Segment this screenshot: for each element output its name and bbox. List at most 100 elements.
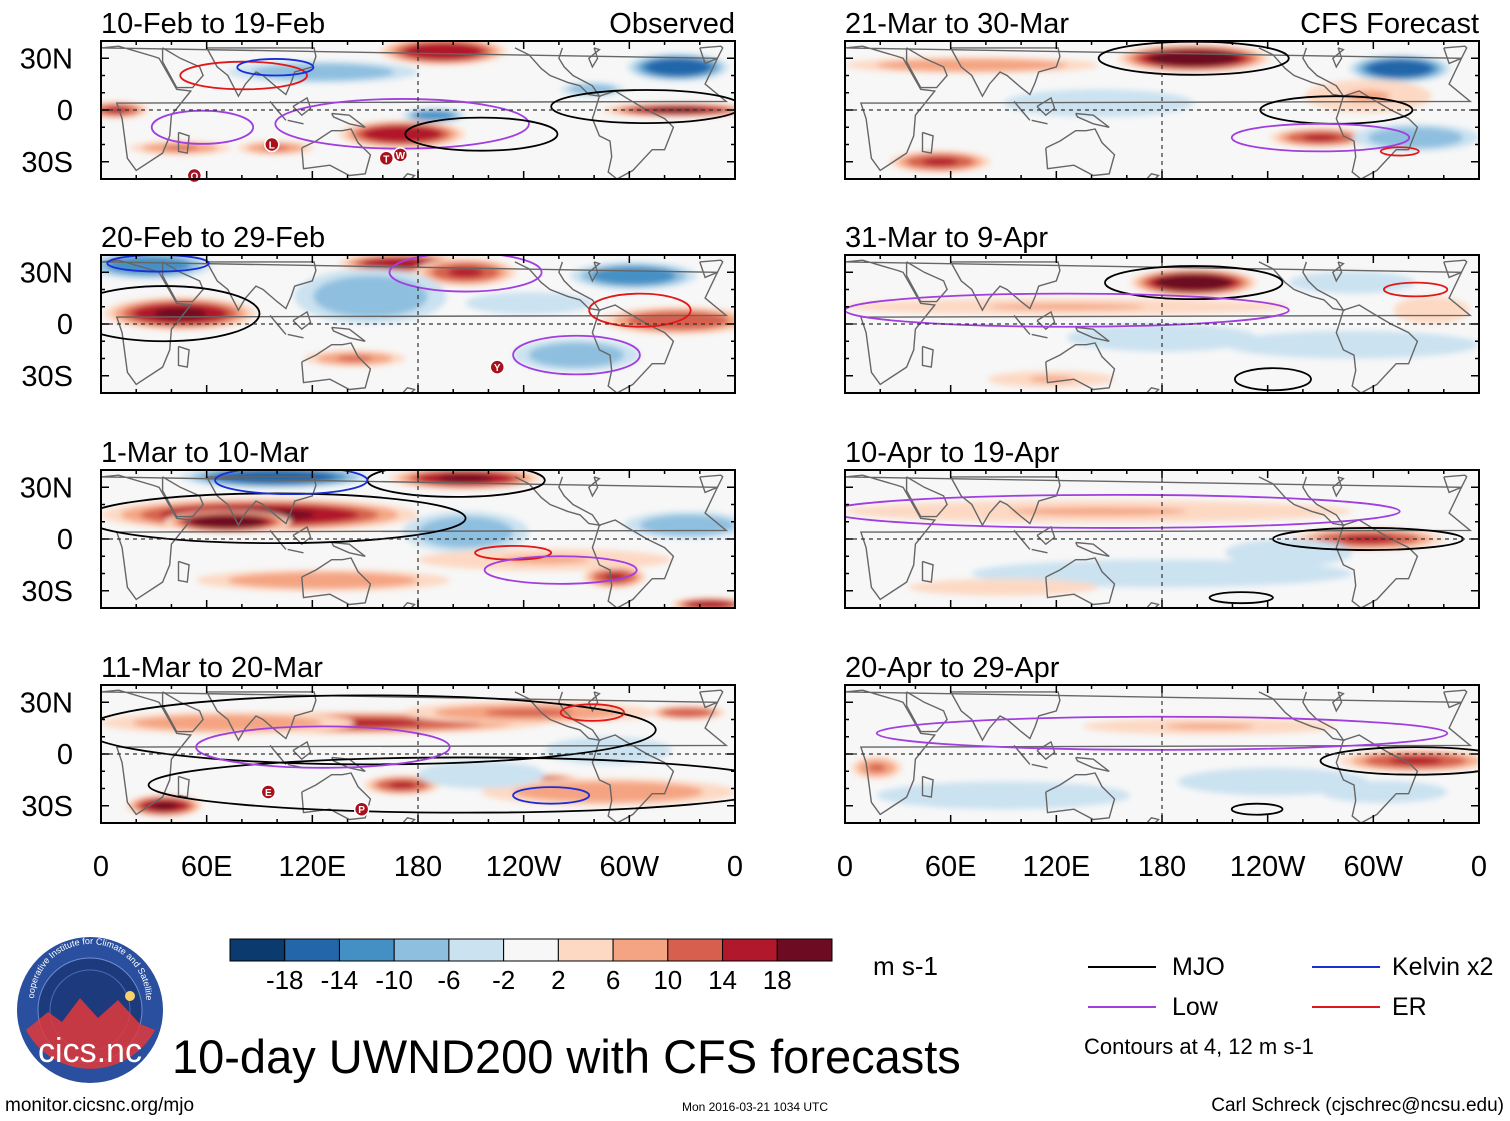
anomaly-core [278, 576, 368, 585]
legend-note: Contours at 4, 12 m s-1 [1084, 1034, 1314, 1059]
coastline [587, 261, 601, 283]
contour-low [512, 334, 641, 376]
coastline [950, 476, 1061, 527]
coastline [921, 775, 934, 798]
coastline [287, 333, 304, 339]
coastline [1036, 525, 1056, 546]
coastline [1443, 45, 1468, 65]
coastline [1443, 689, 1468, 709]
coastline [1031, 548, 1048, 554]
panel-label: CFS Forecast [1300, 8, 1479, 40]
contour-mjo [101, 285, 261, 343]
colorbar-swatch [393, 938, 450, 962]
anomaly-core [421, 46, 466, 57]
legend-label-mjo: MJO [1172, 953, 1225, 981]
coastline [905, 261, 948, 303]
colorbar-tick-label: 14 [708, 965, 737, 995]
axis-ticks [844, 255, 1480, 393]
contour-low [195, 725, 451, 769]
coastline [287, 548, 304, 554]
contours [101, 470, 638, 585]
coastline [905, 47, 948, 89]
coastline [699, 259, 724, 279]
y-tick-label: 0 [57, 739, 73, 771]
storm-marker-dot [489, 359, 505, 375]
coastline [587, 691, 601, 713]
x-tick-label: 60E [925, 851, 977, 883]
anomaly-core [447, 267, 484, 278]
coastline [1331, 691, 1345, 713]
x-tick-label: 0 [727, 851, 743, 883]
coastline [591, 90, 675, 179]
coastline [845, 689, 1473, 816]
storm-marker-letter: P [358, 805, 365, 816]
anomaly-core [388, 781, 416, 789]
anomaly-core [151, 801, 178, 810]
coastline [699, 45, 724, 65]
colorbar-swatch [503, 938, 559, 962]
coastline [1036, 740, 1056, 761]
colorbar-swatch [776, 938, 833, 962]
anomaly-fills [851, 718, 1479, 810]
panel-field [845, 255, 1479, 393]
storm-marker: Y [489, 359, 505, 375]
colorbar-tick-label: 18 [763, 965, 792, 995]
coastline [950, 691, 1061, 742]
coastline [287, 119, 304, 125]
y-tick-label: 30N [20, 43, 73, 75]
coastlines [845, 259, 1473, 393]
anomaly-core [205, 517, 250, 526]
contour-mjo [550, 89, 735, 125]
anomaly-core [922, 157, 958, 166]
anomaly-fills [845, 268, 1479, 388]
panel-7: 10-Apr to 19-Apr [844, 437, 1480, 609]
panel-3: 1-Mar to 10-Mar 30N 0 30S [20, 437, 736, 609]
coastline [1031, 119, 1048, 125]
anomaly-core [1307, 339, 1397, 350]
anomaly-core [989, 303, 1145, 310]
contour-low [845, 493, 1401, 529]
colorbar-tick-label: -18 [266, 965, 304, 995]
colorbar-swatch [338, 938, 395, 962]
logo-text: cics.nc [38, 1032, 142, 1070]
coastline [1331, 47, 1345, 69]
coastline [401, 602, 416, 608]
coastline [1045, 772, 1116, 821]
units-label: m s-1 [873, 951, 938, 981]
coastline [292, 525, 312, 546]
coastline [1335, 519, 1419, 608]
anomaly-core [970, 584, 1037, 591]
coastline [921, 345, 934, 368]
coastline [1013, 529, 1031, 550]
coastline [1335, 734, 1419, 823]
anomaly-core [867, 763, 886, 772]
panels: L O T W 10-Feb to 19-Feb Observed 30N 0 30S Y 20-F… [20, 8, 1487, 883]
anomaly-core [1388, 757, 1443, 765]
contour-low [388, 255, 543, 293]
coastline [177, 560, 190, 583]
anomaly-core [105, 107, 128, 113]
coastline [331, 541, 366, 557]
coastlines [845, 474, 1473, 608]
coastline [591, 734, 675, 823]
x-tick-label: 120E [278, 851, 346, 883]
panel-label: Observed [609, 8, 735, 40]
coastline [845, 259, 1473, 386]
storm-marker: W [392, 147, 409, 163]
coastline [101, 474, 729, 601]
panel-title: 21-Mar to 30-Mar [845, 8, 1069, 40]
coastlines [101, 474, 729, 608]
coastline [591, 519, 675, 608]
y-tick-label: 30N [20, 257, 73, 289]
anomaly-core [1381, 63, 1418, 74]
coastline [101, 689, 729, 816]
y-tick-label: 30S [21, 147, 73, 179]
coastline [1031, 763, 1048, 769]
coastline [921, 560, 934, 583]
coastline [1036, 96, 1056, 117]
coastline [1075, 112, 1110, 128]
coastline [1075, 541, 1110, 557]
anomaly-fills [101, 470, 735, 608]
colorbar-tick-label: 2 [551, 965, 565, 995]
anomaly-core [443, 524, 488, 540]
